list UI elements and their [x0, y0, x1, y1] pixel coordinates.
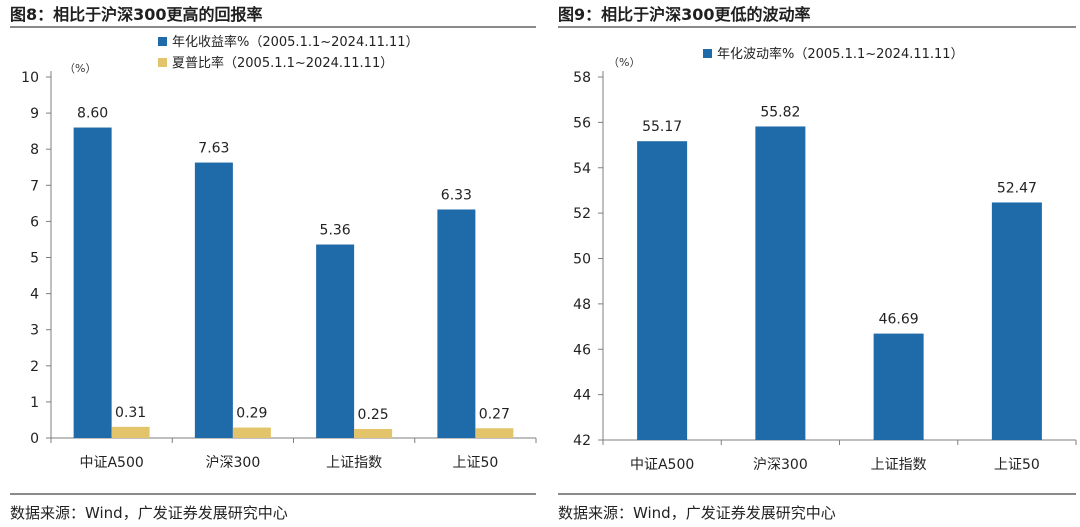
y-tick-label: 54	[573, 161, 591, 177]
y-tick-label: 10	[21, 70, 39, 86]
data-label: 0.31	[115, 405, 146, 421]
data-label: 46.69	[879, 312, 919, 328]
y-axis-unit-label: （%）	[608, 56, 640, 69]
data-label: 55.17	[642, 119, 682, 135]
bar-secondary	[354, 428, 393, 438]
x-tick-label: 中证A500	[630, 457, 694, 473]
legend-swatch	[703, 49, 712, 58]
figure-9-source: 数据来源：Wind，广发证券发展研究中心	[558, 504, 836, 522]
data-label: 5.36	[320, 223, 351, 239]
x-tick-label: 上证50	[994, 457, 1040, 473]
data-label: 52.47	[997, 180, 1037, 196]
bar-primary	[637, 141, 688, 440]
data-label: 0.29	[236, 406, 267, 422]
y-tick-label: 52	[573, 206, 591, 222]
y-tick-label: 1	[30, 395, 39, 411]
data-label: 7.63	[198, 141, 229, 157]
bar-primary	[437, 209, 476, 438]
volatility-bar-chart: 42 44 46 48 50 52 54 56 58 （%） 中证A500 沪深300 上证指数 上证50…	[573, 46, 1077, 473]
figure-8-source: 数据来源：Wind，广发证券发展研究中心	[10, 504, 288, 522]
x-tick-label: 上证指数	[326, 455, 382, 471]
legend-label: 夏普比率（2005.1.1~2024.11.11）	[172, 55, 393, 71]
legend-swatch	[158, 37, 167, 46]
y-tick-label: 2	[30, 359, 39, 375]
figure-8-title: 图8：相比于沪深300更高的回报率	[10, 5, 263, 24]
source-divider	[558, 493, 1076, 495]
figure-9-panel: 图9：相比于沪深300更低的波动率 42 44 46 48 50 52 54 56 58 （%） 中…	[548, 0, 1080, 527]
bar-primary	[73, 127, 112, 438]
y-tick-label: 8	[30, 142, 39, 158]
data-label: 0.25	[358, 407, 389, 423]
y-tick-label: 48	[573, 297, 591, 313]
legend-swatch	[158, 58, 167, 67]
title-divider	[558, 26, 1076, 28]
x-tick-label: 上证50	[452, 455, 498, 471]
y-tick-label: 56	[573, 115, 591, 131]
bar-primary	[873, 333, 924, 440]
y-tick-label: 6	[30, 214, 39, 230]
y-tick-label: 5	[30, 251, 39, 267]
y-tick-label: 0	[30, 431, 39, 447]
y-tick-label: 42	[573, 433, 591, 449]
data-label: 0.27	[479, 406, 510, 422]
bar-primary	[316, 244, 355, 438]
figure-9-title: 图9：相比于沪深300更低的波动率	[558, 5, 811, 24]
source-divider	[10, 493, 536, 495]
y-tick-label: 58	[573, 70, 591, 86]
bar-primary	[755, 126, 806, 441]
y-tick-label: 50	[573, 252, 591, 268]
y-tick-label: 9	[30, 106, 39, 122]
data-label: 55.82	[760, 104, 800, 120]
y-tick-label: 3	[30, 323, 39, 339]
x-tick-label: 中证A500	[79, 455, 143, 471]
y-axis-unit-label: （%）	[64, 62, 96, 75]
bar-primary	[194, 162, 233, 438]
y-tick-label: 46	[573, 342, 591, 358]
legend-label: 年化收益率%（2005.1.1~2024.11.11）	[172, 34, 419, 50]
bar-secondary	[475, 428, 514, 438]
bar-primary	[991, 202, 1042, 440]
x-tick-label: 上证指数	[871, 457, 927, 473]
data-label: 6.33	[441, 187, 472, 203]
bar-secondary	[111, 426, 150, 438]
figure-8-panel: 图8：相比于沪深300更高的回报率 0 1 2 3 4 5 6 7 8 9 10 （%） 中证A500 沪…	[10, 5, 537, 522]
x-tick-label: 沪深300	[753, 457, 808, 473]
data-label: 8.60	[77, 106, 108, 122]
x-tick-label: 沪深300	[206, 455, 261, 471]
title-divider	[10, 26, 536, 28]
legend-label: 年化波动率%（2005.1.1~2024.11.11）	[717, 46, 964, 62]
returns-bar-chart: 0 1 2 3 4 5 6 7 8 9 10 （%） 中证A500 沪深300 上证指数 上证50 8.60 7.…	[21, 34, 537, 471]
y-tick-label: 4	[30, 287, 39, 303]
y-tick-label: 7	[30, 178, 39, 194]
y-tick-label: 44	[573, 388, 591, 404]
bar-secondary	[232, 427, 271, 438]
